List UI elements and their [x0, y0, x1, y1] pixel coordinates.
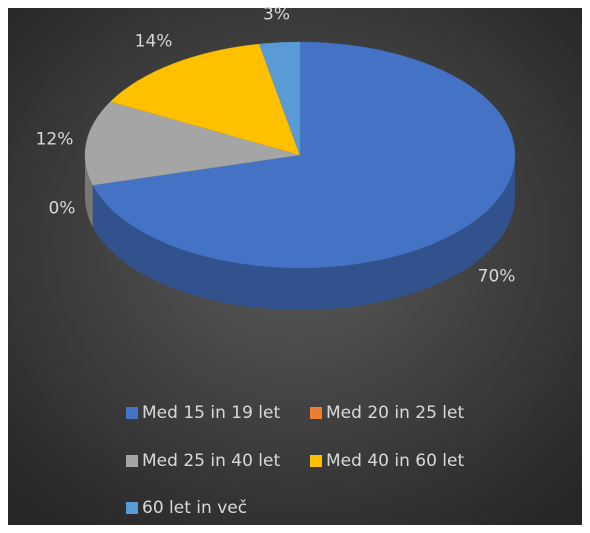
legend-label: 60 let in več: [142, 498, 247, 518]
legend-swatch: [126, 502, 138, 514]
legend-label: Med 15 in 19 let: [142, 403, 280, 423]
data-label: 0%: [48, 199, 75, 219]
legend-label: Med 25 in 40 let: [142, 451, 280, 471]
slice-side: [85, 155, 93, 228]
slice: [258, 41, 301, 156]
legend-label: Med 40 in 60 let: [326, 451, 464, 471]
slice: [110, 43, 301, 156]
data-label: 3%: [263, 5, 290, 25]
slice-side: [92, 155, 516, 311]
data-label: 70%: [478, 267, 516, 287]
slice: [92, 41, 516, 269]
legend-swatch: [310, 455, 322, 467]
legend-swatch: [126, 407, 138, 419]
legend-swatch: [310, 407, 322, 419]
legend-label: Med 20 in 25 let: [326, 403, 464, 423]
legend-swatch: [126, 455, 138, 467]
data-label: 12%: [36, 129, 74, 149]
slice: [84, 101, 301, 186]
data-label: 14%: [135, 31, 173, 51]
